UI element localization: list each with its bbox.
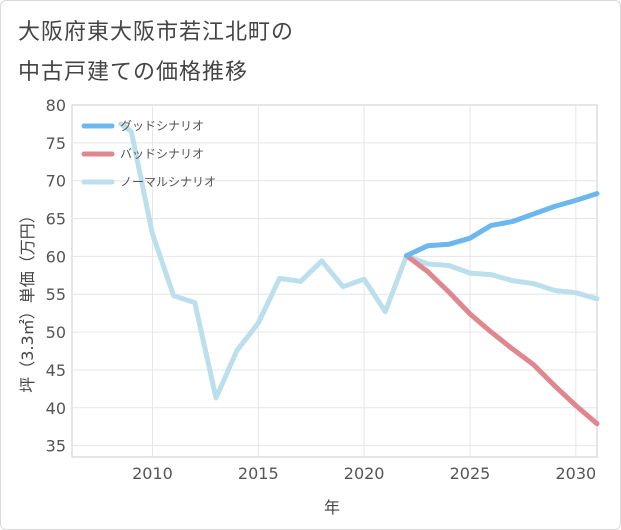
x-tick-label: 2025 [450,464,491,483]
x-tick-label: 2030 [555,464,596,483]
y-tick-label: 35 [46,437,66,456]
series-line-0 [404,191,600,259]
y-tick-label: 75 [46,134,66,153]
y-tick-label: 65 [46,210,66,229]
x-tick-label: 2020 [344,464,385,483]
y-tick-label: 60 [46,247,66,266]
legend-label: バッドシナリオ [120,147,204,161]
axis-ticks: 35 40 45 50 55 60 65 70 75 80 2010 2015 2020 2025 2030 [46,96,597,483]
chart-title-line-1: 大阪府東大阪市若江北町の [18,20,295,45]
x-tick-label: 2015 [238,464,279,483]
x-tick-label: 2010 [132,464,173,483]
y-tick-label: 45 [46,361,66,380]
series-line-1 [404,253,600,427]
series-lines [118,121,600,427]
y-axis-label: 坪（3.3㎡）単価（万円） [18,207,37,392]
legend-label: グッドシナリオ [120,119,204,133]
y-tick-label: 55 [46,285,66,304]
legend-label: ノーマルシナリオ [120,175,216,189]
y-tick-label: 50 [46,323,66,342]
chart-title-line-2: 中古戸建ての価格推移 [18,60,249,85]
series-line-2 [118,121,600,401]
x-axis-label: 年 [324,498,340,517]
y-tick-label: 40 [46,399,66,418]
y-tick-label: 70 [46,172,66,191]
y-tick-label: 80 [46,96,66,115]
